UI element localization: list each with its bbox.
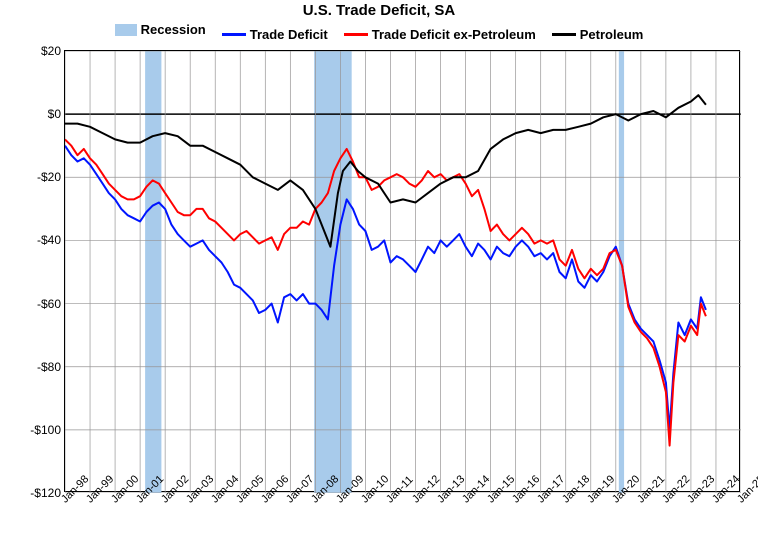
y-tick-label: -$100 [30,423,65,437]
chart-container: U.S. Trade Deficit, SA Recession Trade De… [0,0,758,549]
legend-swatch [552,33,576,36]
legend-swatch [344,33,368,36]
legend-label: Recession [141,22,206,37]
y-tick-label: -$60 [37,297,65,311]
recession-band [145,51,161,493]
chart-title: U.S. Trade Deficit, SA [0,2,758,19]
y-tick-label: $20 [41,44,65,58]
chart-legend: Recession Trade Deficit Trade Deficit ex-P… [0,22,758,42]
y-tick-label: -$40 [37,233,65,247]
legend-item: Trade Deficit ex-Petroleum [344,27,536,42]
legend-item: Trade Deficit [222,27,328,42]
plot-area: $20$0-$20-$40-$60-$80-$100-$120Jan-98Jan… [64,50,740,492]
legend-label: Trade Deficit ex-Petroleum [372,27,536,42]
y-tick-label: $0 [48,107,65,121]
y-tick-label: -$20 [37,170,65,184]
legend-label: Trade Deficit [250,27,328,42]
legend-swatch [222,33,246,36]
legend-swatch [115,24,137,36]
legend-item: Recession [115,22,206,37]
legend-item: Petroleum [552,27,644,42]
plot-svg [65,51,741,493]
y-tick-label: -$80 [37,360,65,374]
legend-label: Petroleum [580,27,644,42]
